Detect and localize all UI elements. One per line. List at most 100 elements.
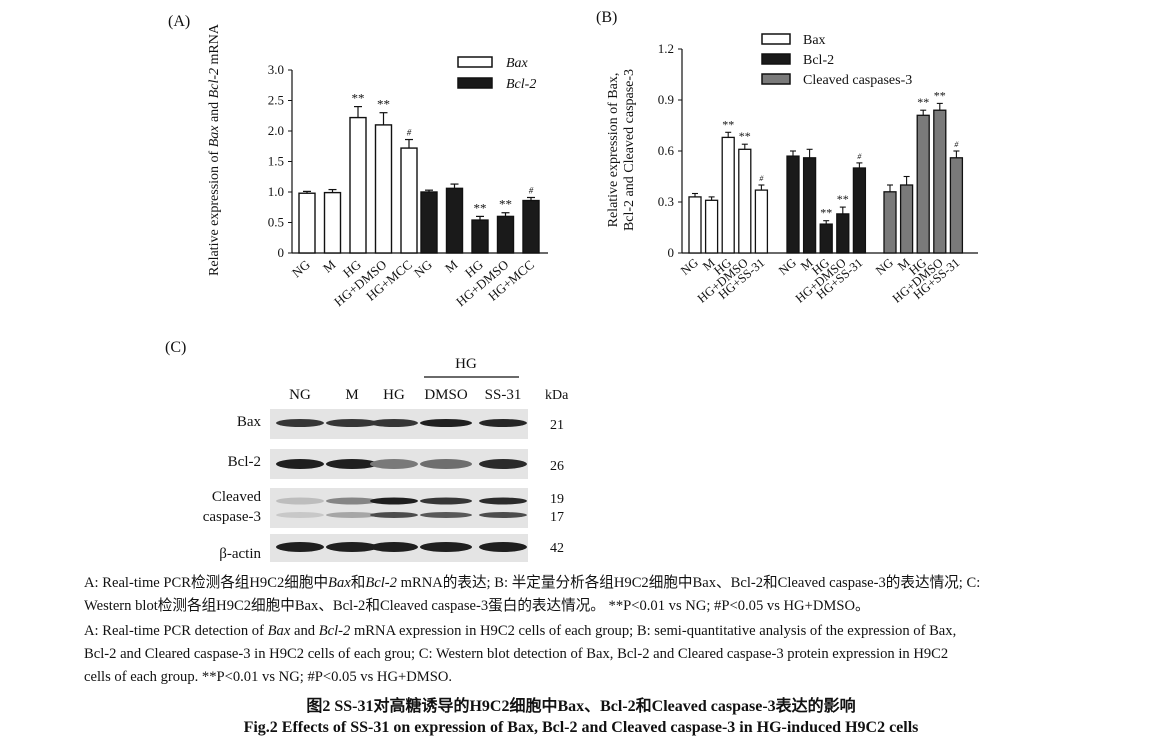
bar-a-bcl2 bbox=[471, 219, 489, 254]
bar-a-bcl2 bbox=[445, 187, 464, 254]
legend-swatch-b bbox=[761, 73, 791, 85]
lane-label: DMSO bbox=[424, 387, 468, 403]
bar-a-bax bbox=[298, 192, 316, 254]
blot-band bbox=[326, 512, 378, 518]
x-tick-label-a: NG bbox=[289, 257, 313, 281]
y-axis-label-part: and bbox=[207, 98, 222, 125]
significance-mark-b: # bbox=[759, 174, 764, 183]
blot-row-label: Bcl-2 bbox=[228, 454, 261, 470]
caption-text: mRNA expression in H9C2 cells of each gr… bbox=[350, 623, 957, 639]
bar-a-bax bbox=[374, 124, 393, 254]
group-label-hg: HG bbox=[455, 356, 477, 372]
caption-gene-bax: Bax bbox=[267, 623, 291, 639]
legend-label-b: Bcl-2 bbox=[803, 53, 834, 68]
blot-band bbox=[420, 512, 472, 518]
blot-band bbox=[326, 419, 378, 427]
blot-band bbox=[420, 497, 472, 505]
caption-text: 和 bbox=[350, 575, 366, 591]
legend-label-b: Cleaved caspases-3 bbox=[803, 73, 912, 88]
caption-cn-line2: Western blot检测各组H9C2细胞中Bax、Bcl-2和Cleaved… bbox=[84, 598, 870, 614]
x-tick-label-b: NG bbox=[776, 256, 799, 278]
x-tick-label-b: NG bbox=[678, 256, 701, 278]
blot-row-label: Cleaved bbox=[212, 489, 262, 505]
blot-band bbox=[326, 459, 378, 469]
y-axis-label-part: Bcl-2 bbox=[207, 68, 222, 98]
y-axis-label-part: Bax bbox=[207, 125, 222, 148]
bar-b-bcl2 bbox=[836, 213, 850, 254]
blot-band bbox=[276, 542, 324, 552]
y-tick-label-a: 2.0 bbox=[268, 123, 284, 138]
bar-b-bcl2 bbox=[786, 155, 800, 254]
bar-b-bax bbox=[738, 148, 752, 254]
y-tick-label-b: 0.6 bbox=[658, 143, 675, 158]
caption-text: mRNA的表达; B: 半定量分析各组H9C2细胞中Bax、Bcl-2和Clea… bbox=[396, 575, 981, 591]
significance-mark-a: # bbox=[407, 128, 412, 138]
blot-band bbox=[326, 542, 378, 552]
blot-row-label: β-actin bbox=[219, 546, 261, 562]
panel-label-b: (B) bbox=[596, 9, 617, 26]
bar-a-bcl2 bbox=[420, 191, 438, 254]
bar-b-cleavedcaspases3 bbox=[933, 109, 947, 254]
bar-a-bax bbox=[323, 191, 342, 254]
blot-band bbox=[276, 459, 324, 469]
bar-b-bax bbox=[721, 136, 735, 254]
blot-band bbox=[370, 512, 418, 518]
kda-value: 42 bbox=[550, 541, 564, 556]
kda-value: 26 bbox=[550, 459, 564, 474]
y-tick-label-a: 1.5 bbox=[268, 154, 284, 169]
y-axis-label-part: Relative expression of bbox=[207, 147, 222, 276]
x-tick-label-a: M bbox=[442, 257, 461, 276]
figure-canvas: (A) 0 0.5 1.0 1.5 2.0 2.5 3.0 Relative expressio… bbox=[165, 9, 978, 562]
significance-mark-a: # bbox=[529, 185, 534, 195]
blot-band bbox=[420, 459, 472, 469]
y-axis-label-part: mRNA bbox=[207, 23, 222, 68]
legend-label-a: Bax bbox=[506, 56, 529, 71]
bar-b-bcl2 bbox=[852, 167, 867, 254]
y-axis-label-a: Relative expression of Bax and Bcl-2 mRN… bbox=[207, 23, 222, 276]
bar-b-bax bbox=[704, 199, 719, 254]
significance-mark-b: ** bbox=[739, 129, 751, 143]
panel-label-a: (A) bbox=[168, 13, 190, 30]
blot-band bbox=[276, 419, 324, 427]
significance-mark-a: ** bbox=[499, 197, 512, 212]
caption-gene-bax: Bax bbox=[328, 575, 351, 591]
caption-en-line3: cells of each group. **P<0.01 vs NG; #P<… bbox=[84, 669, 453, 685]
blot-band bbox=[479, 512, 527, 518]
bar-b-cleavedcaspases3 bbox=[899, 184, 914, 254]
x-tick-label-a: NG bbox=[411, 257, 435, 281]
lane-label: M bbox=[345, 387, 358, 403]
x-tick-label-a: M bbox=[320, 257, 339, 276]
y-tick-label-b: 1.2 bbox=[658, 41, 674, 56]
blot-row-label: Bax bbox=[237, 414, 262, 430]
bar-b-bcl2 bbox=[802, 157, 817, 254]
kda-unit-label: kDa bbox=[545, 388, 569, 403]
caption-cn-line1: A: Real-time PCR检测各组H9C2细胞中Bax和Bcl-2 mRN… bbox=[84, 572, 1074, 595]
caption-en-line2: Bcl-2 and Cleared caspase-3 in H9C2 cell… bbox=[84, 646, 949, 662]
blot-band bbox=[370, 497, 418, 505]
y-tick-label-a: 0 bbox=[278, 245, 285, 260]
significance-mark-b: # bbox=[954, 140, 959, 149]
kda-value: 19 bbox=[550, 492, 564, 507]
legend-label-a: Bcl-2 bbox=[506, 77, 536, 92]
bar-a-bax bbox=[349, 116, 367, 254]
legend-swatch-b bbox=[761, 53, 791, 65]
blot-band bbox=[370, 459, 418, 469]
significance-mark-b: ** bbox=[917, 95, 929, 109]
y-tick-label-a: 3.0 bbox=[268, 62, 284, 77]
legend-swatch-a bbox=[457, 77, 493, 89]
significance-mark-a: ** bbox=[377, 97, 390, 112]
blot-band bbox=[370, 419, 418, 427]
bar-a-bax bbox=[400, 147, 418, 254]
lane-label: SS-31 bbox=[485, 387, 522, 403]
blot-band bbox=[276, 497, 324, 505]
bar-a-bcl2 bbox=[522, 199, 540, 254]
bar-b-cleavedcaspases3 bbox=[949, 157, 964, 254]
y-tick-label-b: 0.9 bbox=[658, 92, 674, 107]
y-tick-label-b: 0.3 bbox=[658, 194, 674, 209]
caption-en-line1: A: Real-time PCR detection of Bax and Bc… bbox=[84, 620, 1074, 643]
caption-text: A: Real-time PCR detection of bbox=[84, 623, 268, 639]
significance-mark-b: # bbox=[857, 152, 862, 161]
y-axis-label-b: Bcl-2 and Cleaved caspase-3 bbox=[622, 69, 637, 231]
blot-band bbox=[479, 459, 527, 469]
significance-mark-b: ** bbox=[820, 206, 832, 220]
